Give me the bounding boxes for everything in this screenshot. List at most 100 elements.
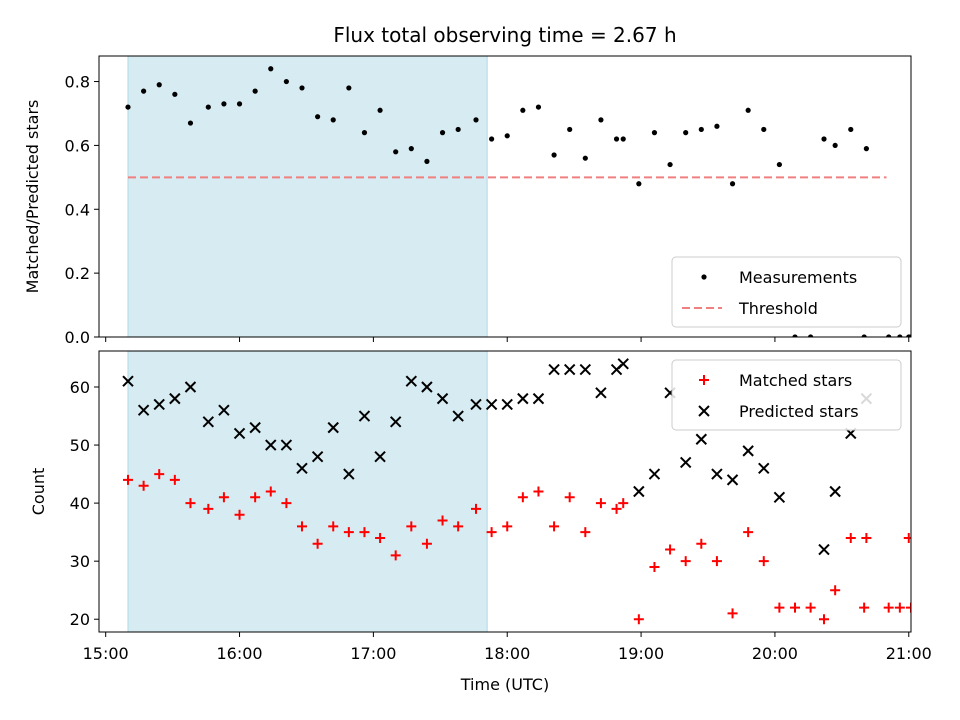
observing-span [127, 56, 488, 337]
matched-star-point [819, 614, 829, 625]
top-plot-area [125, 56, 947, 339]
measurement-point [268, 66, 274, 72]
y-tick-label: 20 [70, 610, 90, 629]
predicted-star-point [679, 456, 692, 469]
matched-star-point [830, 585, 841, 596]
measurement-point [141, 88, 147, 94]
measurement-point [920, 334, 925, 339]
measurement-point [582, 155, 588, 161]
measurement-point [861, 334, 867, 337]
predicted-star-point [726, 474, 739, 486]
matched-star-point [917, 533, 927, 543]
predicted-star-point [695, 433, 708, 445]
y-tick-label: 0.2 [65, 264, 90, 283]
matched-star-point [533, 486, 544, 497]
predicted-star-point [296, 462, 308, 474]
top-y-axis-label: Matched/Predicted stars [23, 100, 42, 294]
matched-star-point [421, 538, 432, 549]
measurement-point [252, 88, 258, 94]
legend-marker-plus [699, 375, 709, 385]
matched-star-point [939, 533, 949, 543]
predicted-star-point [405, 375, 418, 387]
x-tick-label: 15:00 [83, 644, 129, 663]
matched-star-point [618, 498, 629, 509]
measurement-point [346, 85, 352, 91]
measurement-point [714, 123, 720, 129]
predicted-star-point [311, 450, 324, 463]
x-tick-label: 20:00 [752, 644, 798, 663]
measurement-point [808, 334, 814, 337]
matched-star-point [406, 521, 417, 532]
matched-star-point [894, 602, 905, 613]
predicted-star-point [452, 410, 464, 422]
legend-box [671, 256, 902, 328]
matched-star-point [580, 527, 591, 538]
predicted-star-point [218, 404, 230, 416]
matched-star-point [633, 614, 644, 625]
y-tick-label: 50 [70, 436, 90, 455]
measurement-point [489, 136, 495, 142]
measurement-point [613, 136, 620, 142]
matched-star-point [375, 532, 386, 543]
matched-star-point [486, 527, 497, 538]
matched-star-point [611, 503, 622, 514]
x-tick-label: 18:00 [484, 644, 530, 663]
matched-star-point [564, 492, 575, 503]
predicted-star-point [532, 392, 545, 405]
matched-star-point [595, 498, 606, 509]
predicted-star-point [470, 398, 482, 411]
matched-star-point [696, 538, 707, 549]
legend-label: Matched stars [739, 371, 852, 390]
matched-star-point [218, 492, 229, 503]
matched-star-point [203, 503, 214, 514]
measurement-point [636, 181, 642, 187]
matched-star-point [805, 602, 816, 613]
predicted-star-point [343, 468, 355, 480]
measurement-point [408, 146, 414, 152]
measurement-point [792, 334, 798, 337]
measurement-point [455, 126, 461, 133]
x-tick-label: 19:00 [618, 644, 664, 663]
measurement-point [620, 136, 626, 142]
measurement-point [942, 334, 947, 339]
measurement-point [125, 104, 131, 110]
y-tick-label: 0.4 [65, 200, 90, 219]
bottom-plot-frame [98, 350, 912, 633]
x-tick-label: 16:00 [216, 644, 262, 663]
matched-star-point [234, 509, 245, 520]
bottom-y-axis-label: Count [29, 468, 48, 516]
matched-star-point [312, 538, 323, 549]
predicted-star-point [485, 398, 498, 411]
predicted-star-point [327, 421, 339, 434]
matched-star-point [903, 532, 911, 543]
measurement-point [315, 114, 321, 120]
measurement-point [651, 130, 658, 136]
measurement-point [221, 101, 227, 107]
measurement-point [551, 152, 557, 158]
bottom-plot-area [122, 351, 949, 632]
predicted-star-point [829, 485, 841, 498]
matched-star-point [883, 602, 894, 613]
predicted-star-point [579, 363, 592, 376]
matched-star-point [711, 556, 722, 567]
matched-star-point [437, 515, 448, 526]
matched-star-point [169, 474, 180, 485]
legend-box [671, 359, 902, 431]
measurement-point [172, 91, 178, 97]
y-tick-label: 30 [70, 552, 90, 571]
plot-layer: 0.0 0.2 0.4 0.6 0.8 20 30 40 50 60 15:00 16:00 17:00… [65, 55, 949, 663]
matched-star-point [281, 498, 292, 509]
measurement-point [776, 161, 782, 168]
measurement-point [377, 107, 383, 113]
observing-span [127, 351, 488, 632]
measurement-point [931, 334, 936, 339]
matched-star-point [154, 469, 165, 480]
matched-star-point [649, 561, 660, 572]
predicted-star-point [742, 445, 754, 457]
y-tick-label: 60 [70, 378, 90, 397]
matched-star-point [928, 533, 938, 543]
measurement-point [729, 181, 736, 187]
matched-star-point [549, 521, 560, 532]
measurement-point [361, 130, 368, 136]
matched-star-point [502, 521, 513, 532]
